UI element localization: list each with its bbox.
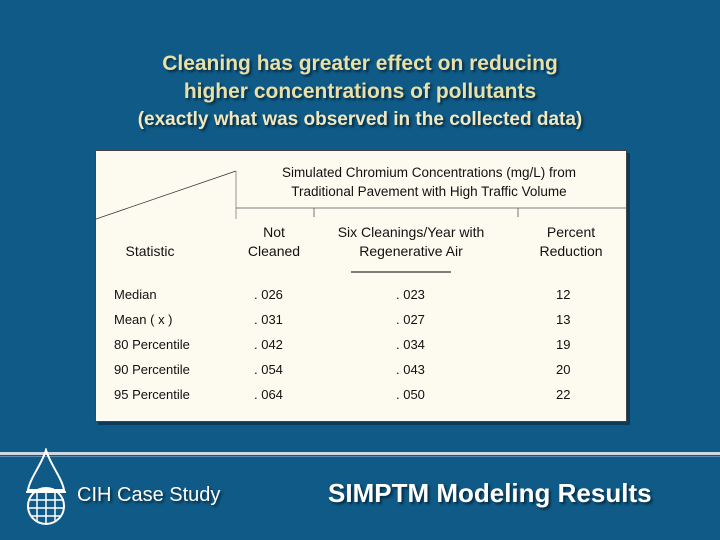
- row-percent-reduction: 22: [556, 387, 571, 402]
- slide-subtitle: (exactly what was observed in the collec…: [137, 109, 583, 130]
- data-table: Simulated Chromium Concentrations (mg/L)…: [95, 150, 627, 422]
- footer-left-label: CIH Case Study: [77, 484, 221, 506]
- caption-line2: Traditional Pavement with High Traffic V…: [291, 184, 567, 199]
- row-statistic: Mean ( x ): [114, 312, 173, 327]
- row-six-cleanings: . 050: [396, 387, 425, 402]
- row-percent-reduction: 20: [556, 362, 571, 377]
- row-percent-reduction: 19: [556, 337, 571, 352]
- slide-title-line2: higher concentrations of pollutants: [183, 80, 537, 103]
- diagonal-rule: [96, 170, 237, 220]
- row-percent-reduction: 12: [556, 287, 571, 302]
- row-percent-reduction: 13: [556, 312, 571, 327]
- row-not-cleaned: . 026: [254, 287, 283, 302]
- footer-right-label: SIMPTM Modeling Results: [328, 478, 652, 508]
- table-rules: [96, 170, 626, 273]
- row-six-cleanings: . 027: [396, 312, 425, 327]
- row-statistic: Median: [114, 287, 157, 302]
- row-not-cleaned: . 042: [254, 337, 283, 352]
- row-six-cleanings: . 043: [396, 362, 425, 377]
- row-six-cleanings: . 023: [396, 287, 425, 302]
- header-not-cleaned: Not Cleaned: [234, 223, 314, 261]
- header-six-cleanings-line2: Regenerative Air: [359, 243, 463, 259]
- water-drop-globe-icon: [26, 448, 66, 525]
- header-six-cleanings-line1: Six Cleanings/Year with: [337, 224, 485, 240]
- header-six-cleanings: Six Cleanings/Year with Regenerative Air: [311, 223, 511, 261]
- footer-divider-shadow: [0, 456, 720, 457]
- slide-title-line1: Cleaning has greater effect on reducing: [162, 52, 558, 75]
- table-caption: Simulated Chromium Concentrations (mg/L)…: [234, 163, 624, 201]
- header-percent-reduction: Percent Reduction: [521, 223, 621, 261]
- caption-line1: Simulated Chromium Concentrations (mg/L)…: [281, 165, 577, 180]
- header-percent-line1: Percent: [546, 224, 596, 240]
- row-not-cleaned: . 054: [254, 362, 283, 377]
- row-six-cleanings: . 034: [396, 337, 425, 352]
- header-statistic: Statistic: [125, 243, 175, 259]
- row-not-cleaned: . 031: [254, 312, 283, 327]
- row-not-cleaned: . 064: [254, 387, 283, 402]
- row-statistic: 90 Percentile: [114, 362, 190, 377]
- header-percent-line2: Reduction: [539, 243, 603, 259]
- header-not-cleaned-line1: Not: [263, 224, 285, 240]
- row-statistic: 80 Percentile: [114, 337, 190, 352]
- header-not-cleaned-line2: Cleaned: [247, 243, 301, 259]
- row-statistic: 95 Percentile: [114, 387, 190, 402]
- footer-divider: [0, 452, 720, 455]
